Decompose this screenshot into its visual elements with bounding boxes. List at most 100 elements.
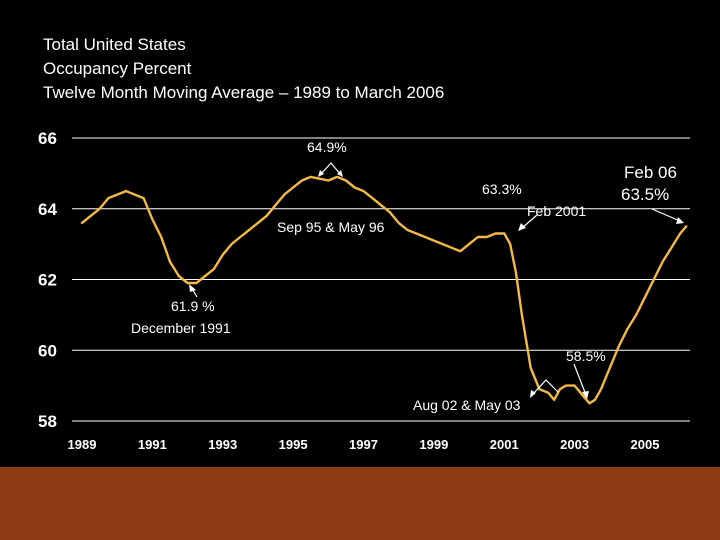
data-point (679, 232, 681, 235)
annotation-arrow-trough-2002-2003 (531, 379, 559, 396)
data-point (617, 345, 620, 348)
data-point (125, 190, 127, 192)
annotation-arrowhead-trough-2003 (582, 391, 589, 399)
y-tick-label-62: 62 (38, 271, 57, 290)
x-tick-label-1999: 1999 (419, 437, 448, 452)
data-point (626, 328, 629, 330)
data-point (653, 278, 655, 281)
data-point (371, 197, 374, 199)
data-point (292, 186, 294, 189)
data-point (309, 176, 312, 178)
y-tick-label-64: 64 (38, 200, 57, 219)
data-point (450, 246, 453, 249)
data-point (204, 275, 206, 277)
data-point (107, 197, 110, 199)
data-point (380, 204, 382, 206)
x-tick-label-2001: 2001 (490, 437, 519, 452)
data-point (142, 197, 145, 199)
data-point (468, 243, 470, 245)
annotation-trough1991-date: December 1991 (131, 320, 231, 336)
data-point (160, 236, 162, 238)
data-point (644, 296, 646, 299)
annotation-arrow-feb2001 (521, 214, 538, 229)
data-point (661, 261, 664, 263)
annotation-arrow-feb2006 (651, 208, 681, 222)
annotation-trough1991-value: 61.9 % (171, 298, 215, 314)
data-point (433, 239, 435, 242)
data-point (521, 314, 523, 316)
data-point (600, 388, 602, 391)
annotation-arrowhead-feb2001 (518, 223, 526, 231)
data-point (213, 268, 215, 270)
data-point (515, 271, 517, 274)
y-tick-label-60: 60 (38, 341, 57, 360)
data-point (327, 179, 330, 182)
data-point (90, 215, 92, 217)
gridlines (72, 137, 690, 422)
data-point (609, 367, 611, 369)
data-point (406, 229, 409, 231)
x-tick-label-1991: 1991 (138, 437, 167, 452)
annotation-feb2001-date: Feb 2001 (527, 203, 586, 219)
data-point (635, 314, 637, 316)
data-point (594, 399, 596, 401)
data-point (301, 179, 303, 182)
annotation-feb2006-date: Feb 06 (624, 163, 677, 182)
data-point (318, 177, 321, 180)
annotation-arrowhead-trough-1991 (189, 284, 196, 292)
data-point (248, 229, 250, 231)
chart-title: Total United States Occupancy Percent Tw… (43, 33, 444, 105)
annotation-trough2003-dates: Aug 02 & May 03 (413, 397, 521, 413)
data-point (345, 179, 347, 182)
data-point (274, 204, 277, 206)
annotation-arrowhead-peak-left (318, 170, 324, 177)
annotation-arrowhead-feb2006 (676, 217, 684, 224)
y-axis-tick-labels: 58 60 62 64 66 (38, 129, 57, 431)
y-tick-label-58: 58 (38, 412, 57, 431)
data-point (222, 253, 224, 256)
data-point (186, 282, 189, 284)
annotation-trough2003-value: 58.5% (566, 348, 606, 364)
x-tick-label-2003: 2003 (560, 437, 589, 452)
data-point (239, 236, 242, 238)
data-point (538, 388, 541, 391)
data-point (441, 243, 444, 245)
annotation-peak-dates: Sep 95 & May 96 (277, 219, 385, 235)
annotation-feb2001-value: 63.3% (482, 181, 522, 197)
annotation-arrow-peak (319, 162, 342, 176)
annotation-peak-value: 64.9% (307, 139, 347, 155)
data-point (230, 243, 233, 245)
data-point (362, 190, 365, 192)
data-point (588, 402, 591, 405)
data-point (424, 236, 426, 238)
data-point (134, 193, 136, 196)
annotation-arrow-trough-2003 (573, 363, 587, 396)
data-point (397, 222, 400, 224)
data-point (582, 395, 585, 398)
x-tick-label-2005: 2005 (631, 437, 660, 452)
data-point (98, 208, 101, 210)
series-layer (80, 175, 688, 405)
data-point (670, 246, 673, 249)
data-point (151, 218, 154, 221)
title-line-1: Total United States (43, 35, 186, 54)
data-point (169, 261, 171, 263)
data-point (573, 384, 576, 387)
data-point (336, 176, 338, 178)
data-point (503, 232, 506, 235)
annotation-arrowhead-trough-left (530, 390, 536, 398)
y-tick-label-66: 66 (38, 129, 57, 148)
x-tick-label-1993: 1993 (208, 437, 237, 452)
data-point (389, 211, 391, 214)
data-point (353, 186, 356, 189)
data-point (459, 250, 462, 252)
data-point (178, 275, 180, 277)
x-tick-label-1989: 1989 (68, 437, 97, 452)
data-point (415, 232, 418, 235)
data-point (485, 236, 488, 238)
data-point (116, 193, 118, 196)
data-point (559, 388, 561, 391)
data-point (685, 225, 687, 228)
annotations: 64.9% Sep 95 & May 96 61.9 % December 19… (131, 139, 684, 413)
